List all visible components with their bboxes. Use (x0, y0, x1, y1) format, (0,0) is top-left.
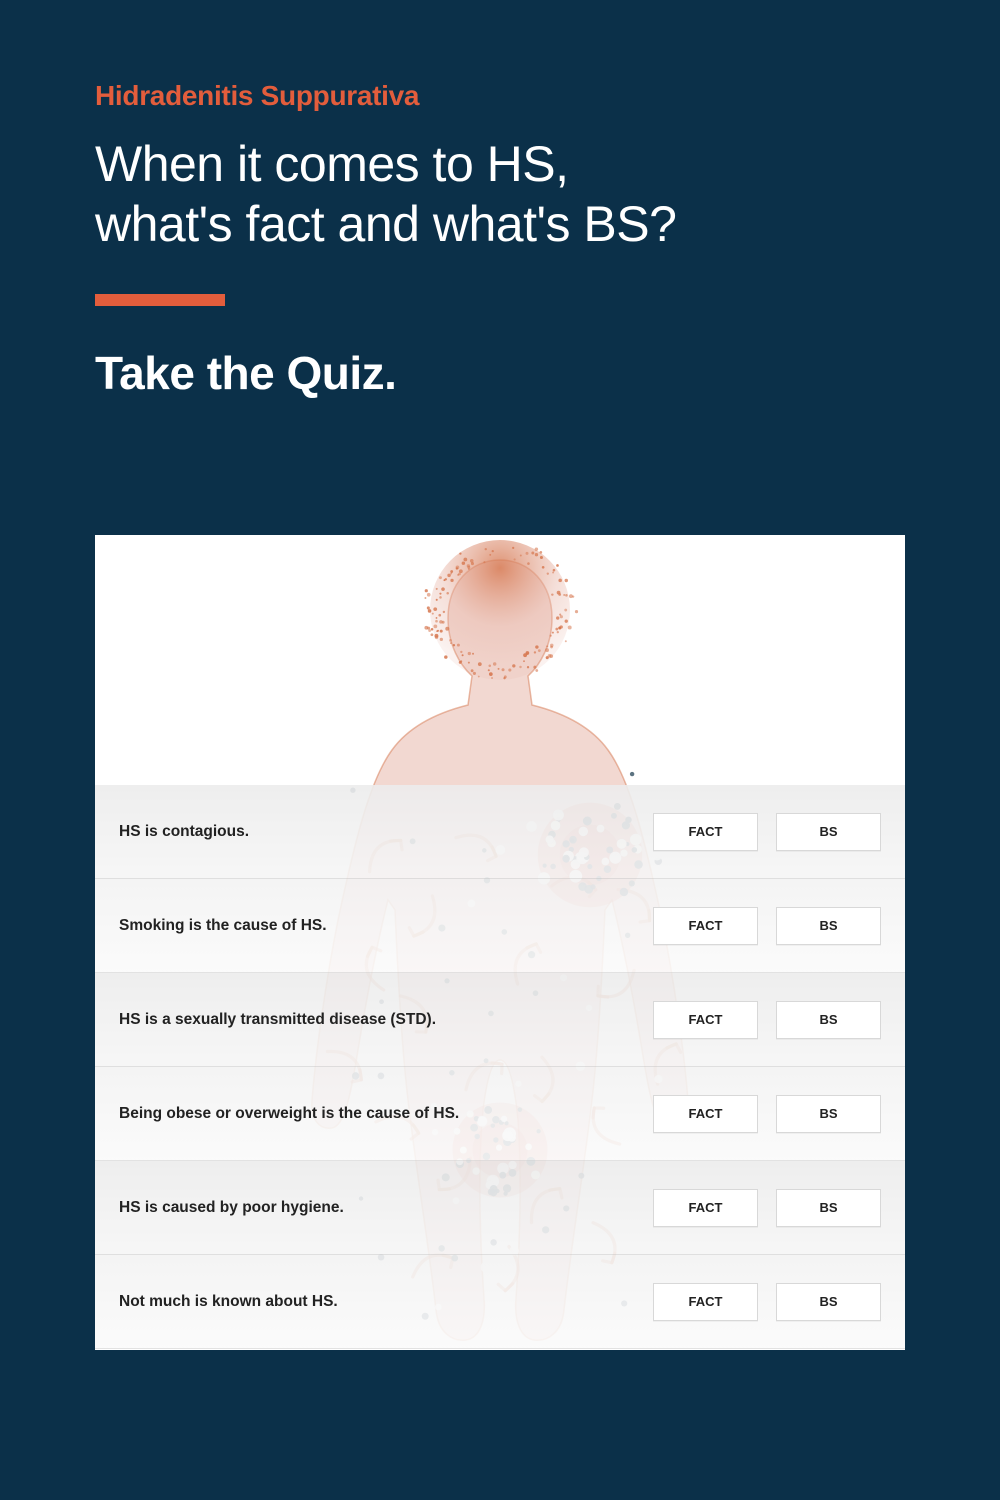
header: Hidradenitis Suppurativa When it comes t… (0, 0, 1000, 400)
quiz-statement: HS is contagious. (119, 823, 635, 841)
quiz-statement: Being obese or overweight is the cause o… (119, 1105, 635, 1123)
accent-divider (95, 294, 225, 306)
quiz-rows: HS is contagious.FACTBSSmoking is the ca… (95, 785, 905, 1349)
quiz-row: Being obese or overweight is the cause o… (95, 1067, 905, 1161)
headline: When it comes to HS, what's fact and wha… (95, 134, 905, 254)
bs-button[interactable]: BS (776, 813, 881, 851)
bs-button[interactable]: BS (776, 907, 881, 945)
quiz-row: HS is caused by poor hygiene. FACT BS (95, 1161, 905, 1255)
quiz-panel: HS is contagious.FACTBSSmoking is the ca… (95, 535, 905, 1350)
fact-button[interactable]: FACT (653, 813, 758, 851)
headline-line-1: When it comes to HS, (95, 136, 569, 192)
bs-button[interactable]: BS (776, 1095, 881, 1133)
eyebrow-label: Hidradenitis Suppurativa (95, 80, 905, 112)
quiz-row: Smoking is the cause of HS. FACT BS (95, 879, 905, 973)
fact-button[interactable]: FACT (653, 907, 758, 945)
bs-button[interactable]: BS (776, 1283, 881, 1321)
quiz-statement: HS is a sexually transmitted disease (ST… (119, 1011, 635, 1029)
headline-line-2: what's fact and what's BS? (95, 196, 676, 252)
quiz-row: Not much is known about HS. FACT BS (95, 1255, 905, 1349)
bs-button[interactable]: BS (776, 1001, 881, 1039)
quiz-row: HS is a sexually transmitted disease (ST… (95, 973, 905, 1067)
fact-button[interactable]: FACT (653, 1001, 758, 1039)
quiz-row: HS is contagious. FACT BS (95, 785, 905, 879)
fact-button[interactable]: FACT (653, 1095, 758, 1133)
cta-heading: Take the Quiz. (95, 346, 905, 400)
quiz-statement: HS is caused by poor hygiene. (119, 1199, 635, 1217)
quiz-statement: Not much is known about HS. (119, 1293, 635, 1311)
bs-button[interactable]: BS (776, 1189, 881, 1227)
fact-button[interactable]: FACT (653, 1189, 758, 1227)
quiz-statement: Smoking is the cause of HS. (119, 917, 635, 935)
fact-button[interactable]: FACT (653, 1283, 758, 1321)
